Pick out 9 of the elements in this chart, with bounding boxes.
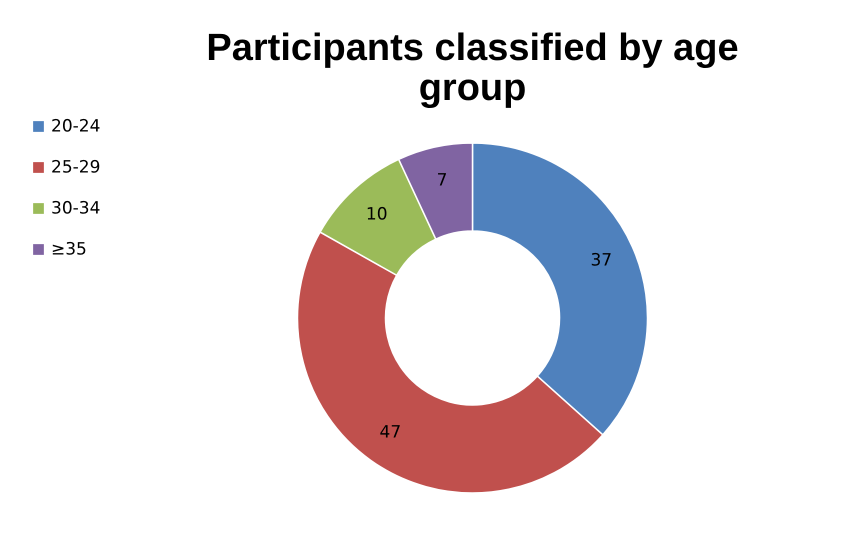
- legend-label: 25-29: [51, 158, 100, 178]
- legend-label: 20-24: [51, 116, 100, 136]
- data-label: 10: [366, 204, 388, 224]
- data-label: 7: [436, 170, 448, 190]
- data-label: 37: [590, 250, 612, 271]
- legend-label: 30-34: [51, 198, 100, 218]
- chart-title: Participants classified by age group: [206, 27, 739, 109]
- legend-label: ≥35: [51, 240, 87, 260]
- data-label: 47: [380, 422, 402, 443]
